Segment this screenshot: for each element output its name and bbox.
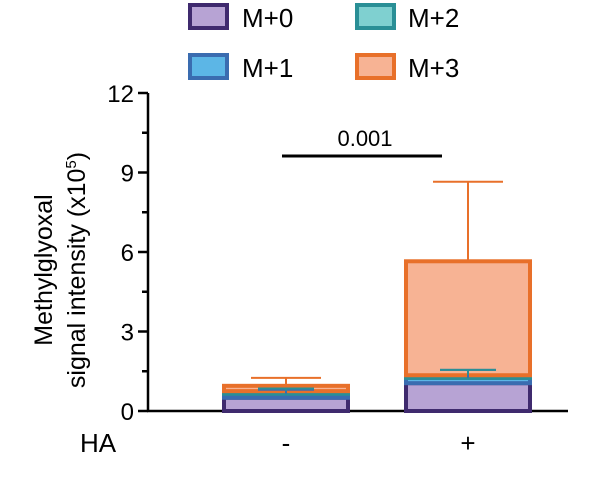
legend-label-m1: M+1 [242,53,293,83]
x-group-label: HA [80,428,117,458]
legend-swatch-m2 [355,3,396,30]
y-tick-label: 12 [107,81,134,108]
legend-swatch-m3 [355,53,396,80]
y-tick-label: 9 [121,161,134,188]
legend-swatch-m0 [188,3,229,30]
y-tick-label: 0 [121,399,134,426]
bar-segment-mplus0-plus [404,381,532,413]
bar-segment-mplus3-plus [404,259,532,378]
y-axis-title-line1: Methylglyoxal [30,194,58,345]
legend-label-m2: M+2 [408,3,459,33]
y-axis-title-text: signal intensity (x10 [63,169,91,389]
legend-label-m3: M+3 [408,53,459,83]
y-tick-label: 6 [121,240,134,267]
legend: M+0 M+2 M+1 M+3 [188,3,459,83]
x-tick-label-minus: - [282,428,291,458]
x-tick-label-plus: + [460,428,475,458]
legend-label-m0: M+0 [242,3,293,33]
y-axis-title-exponent: 5 [63,160,80,168]
y-axis-title-close: ) [63,152,91,160]
y-tick-label: 3 [121,320,134,347]
y-ticks: 0 3 6 9 12 [107,81,148,426]
legend-swatch-m1 [188,53,229,80]
error-bars [251,180,503,394]
significance-label: 0.001 [337,126,392,151]
y-axis-title-line2: signal intensity (x105) [63,152,91,388]
